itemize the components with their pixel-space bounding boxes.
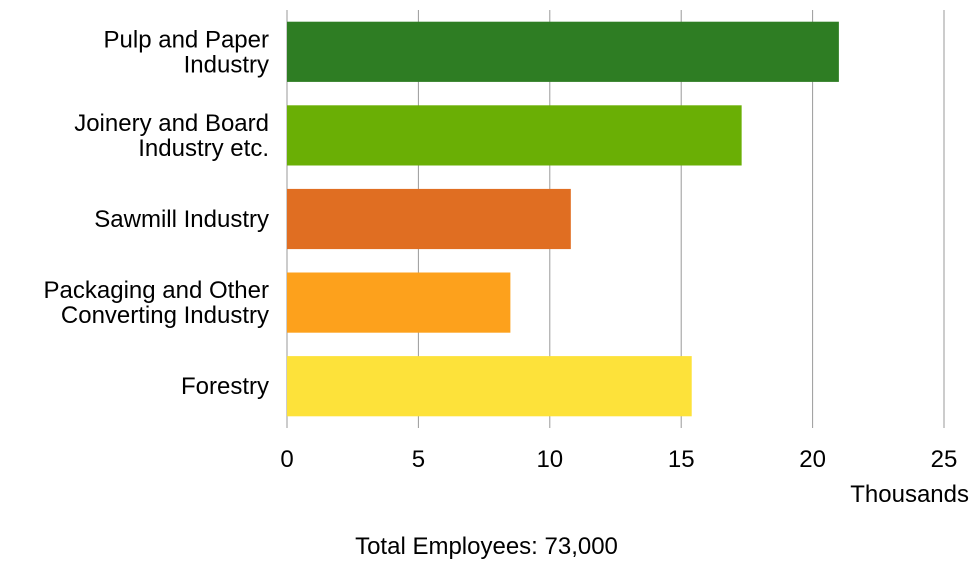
x-tick-label: 25 xyxy=(931,446,958,473)
bar xyxy=(287,188,571,250)
bar xyxy=(287,21,839,82)
bar xyxy=(287,105,742,166)
x-axis-ticks: 0 5 10 15 20 25 xyxy=(280,446,957,473)
category-label: Sawmill Industry xyxy=(94,206,269,233)
category-label: Joinery and Board xyxy=(74,110,269,137)
x-tick-label: 0 xyxy=(280,446,293,473)
category-label: Industry xyxy=(184,51,269,78)
x-tick-label: 5 xyxy=(412,446,425,473)
category-label: Forestry xyxy=(181,373,269,400)
x-tick-label: 20 xyxy=(799,446,826,473)
category-label: Converting Industry xyxy=(61,302,269,329)
total-employees-label: Total Employees: 73,000 xyxy=(355,533,618,560)
chart-bars xyxy=(287,21,839,417)
x-tick-label: 15 xyxy=(668,446,695,473)
x-tick-label: 10 xyxy=(536,446,563,473)
category-label: Industry etc. xyxy=(138,135,269,162)
x-axis-unit-label: Thousands xyxy=(850,481,969,508)
category-label: Packaging and Other xyxy=(44,277,269,304)
bar xyxy=(287,272,511,333)
category-label: Pulp and Paper xyxy=(104,26,269,53)
bar xyxy=(287,356,692,417)
